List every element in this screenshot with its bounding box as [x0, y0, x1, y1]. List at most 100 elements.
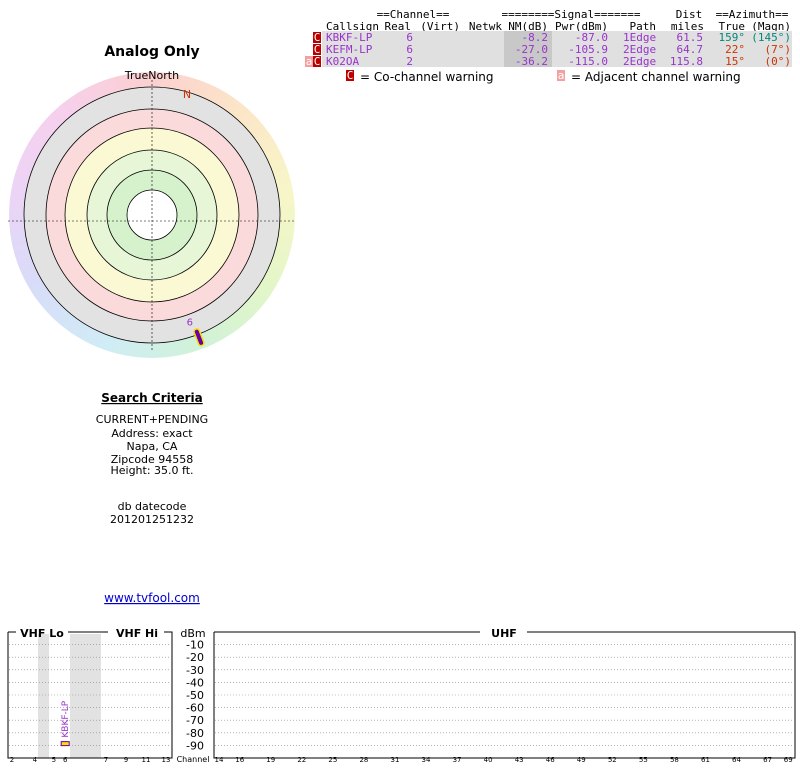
channel-label: 46	[546, 756, 555, 764]
band-label: UHF	[491, 627, 517, 640]
y-tick-label: -90	[186, 739, 204, 752]
warning-code: C	[314, 43, 321, 56]
y-tick-label: -20	[186, 651, 204, 664]
search-title: Search Criteria	[101, 391, 202, 405]
channel-label: 14	[215, 756, 224, 764]
channel-label: 11	[142, 756, 151, 764]
cell-az-true: 159°	[719, 31, 746, 44]
warning-code: C	[314, 31, 321, 44]
warning-box	[313, 44, 321, 55]
band-label: VHF Lo	[20, 627, 64, 640]
nm-cell	[504, 31, 552, 43]
cell-pwr: -105.9	[568, 43, 608, 56]
legend-code: C	[347, 69, 354, 82]
column-header: (Virt)	[420, 20, 460, 33]
y-tick-label: -50	[186, 689, 204, 702]
y-tick-label: -60	[186, 702, 204, 715]
channel-label: 34	[422, 756, 431, 764]
search-line: Napa, CA	[127, 440, 178, 453]
legend-text: = Adjacent channel warning	[571, 70, 741, 84]
column-header: Netwk	[469, 20, 502, 33]
cell-az-magn: (0°)	[765, 55, 792, 68]
cell-nm: -36.2	[515, 55, 548, 68]
cell-nm: -27.0	[515, 43, 548, 56]
warning-box	[305, 56, 313, 67]
channel-label: 22	[297, 756, 306, 764]
y-tick-label: -40	[186, 676, 204, 689]
y-axis-label: dBm	[180, 627, 205, 640]
legend-code: a	[558, 69, 565, 82]
north-marker: N	[183, 88, 191, 101]
search-line: CURRENT+PENDING	[96, 413, 208, 426]
channel-label: 58	[670, 756, 679, 764]
channel-label: 16	[235, 756, 244, 764]
column-header: True	[719, 20, 746, 33]
channel-label: 37	[453, 756, 462, 764]
channel-label: 28	[359, 756, 368, 764]
db-value: 201201251232	[110, 513, 194, 526]
cell-path: 1Edge	[623, 31, 656, 44]
warning-code: C	[314, 55, 321, 68]
channel-label: 43	[515, 756, 524, 764]
column-header: miles	[671, 20, 704, 33]
search-line: Height: 35.0 ft.	[110, 464, 193, 477]
column-header: Callsign	[326, 20, 379, 33]
cell-az-true: 15°	[725, 55, 745, 68]
group-header: ==Channel==	[377, 8, 450, 21]
channel-label: 9	[124, 756, 128, 764]
polar-rings	[8, 80, 296, 352]
column-header: Pwr(dBm)	[555, 20, 608, 33]
cell-az-true: 22°	[725, 43, 745, 56]
channel-label: 13	[162, 756, 171, 764]
channel-label: 40	[484, 756, 493, 764]
channel-label: 31	[390, 756, 399, 764]
column-header: Path	[630, 20, 657, 33]
station-marker-label: 6	[187, 317, 193, 328]
y-tick-label: -70	[186, 714, 204, 727]
nm-cell	[504, 43, 552, 55]
site-link[interactable]: www.tvfool.com	[104, 591, 200, 605]
cell-pwr: -115.0	[568, 55, 608, 68]
page-title: Analog Only	[104, 44, 199, 60]
y-tick-label: -10	[186, 639, 204, 652]
y-tick-label: -80	[186, 727, 204, 740]
nm-cell	[504, 55, 552, 67]
channel-label: 52	[608, 756, 617, 764]
channel-label: 67	[763, 756, 772, 764]
y-tick-label: -30	[186, 664, 204, 677]
cell-dist: 64.7	[677, 43, 704, 56]
cell-real: 2	[406, 55, 413, 68]
channel-label: 2	[10, 756, 14, 764]
search-line: Zipcode 94558	[111, 453, 194, 466]
legend-box	[346, 70, 354, 81]
channel-label: 64	[732, 756, 741, 764]
legend-box	[557, 70, 565, 81]
cell-nm: -8.2	[522, 31, 549, 44]
cell-callsign: KBKF-LP	[326, 31, 373, 44]
cell-path: 2Edge	[623, 55, 656, 68]
cell-callsign: KEFM-LP	[326, 43, 373, 56]
group-header: Dist	[676, 8, 703, 21]
search-line: Address: exact	[111, 427, 193, 440]
channel-label: 4	[33, 756, 38, 764]
warning-code: a	[306, 55, 313, 68]
group-header: ========Signal=======	[501, 8, 640, 21]
group-header: ==Azimuth==	[716, 8, 789, 21]
cell-az-magn: (145°)	[751, 31, 791, 44]
channel-label: 61	[701, 756, 710, 764]
station-bar	[60, 741, 70, 747]
x-axis-label: Channel	[177, 755, 210, 764]
cell-dist: 115.8	[670, 55, 703, 68]
channel-label: 7	[104, 756, 108, 764]
cell-path: 2Edge	[623, 43, 656, 56]
channel-label: 19	[266, 756, 275, 764]
column-header: NM(dB)	[508, 20, 548, 33]
station-bar-label: KBKF-LP	[61, 700, 71, 737]
db-label: db datecode	[118, 500, 187, 513]
channel-label: 49	[577, 756, 586, 764]
north-label: TrueNorth	[124, 69, 179, 82]
cell-real: 6	[406, 43, 413, 56]
row-background	[322, 55, 792, 67]
